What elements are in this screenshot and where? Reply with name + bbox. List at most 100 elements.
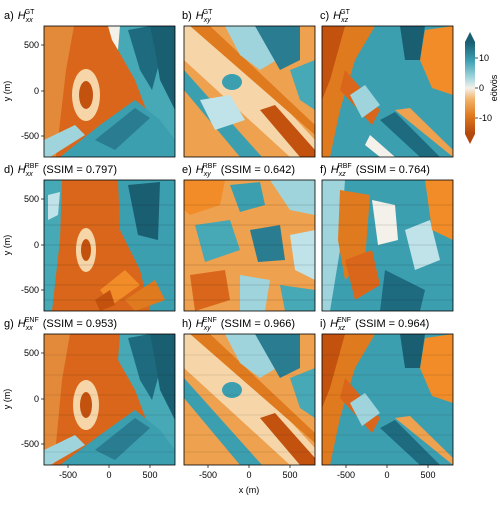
panel-c bbox=[321, 25, 454, 158]
panel-g bbox=[43, 333, 176, 466]
colorbar-tick-label: -10 bbox=[479, 113, 492, 123]
panel-c-letter: c) bbox=[320, 10, 329, 22]
y-tick-label: 500 bbox=[24, 194, 39, 204]
panel-f-scan-lines bbox=[322, 204, 453, 301]
y-tick-label: 0 bbox=[34, 86, 39, 96]
panel-a bbox=[43, 25, 176, 158]
panel-i-scan-lines bbox=[322, 354, 453, 453]
panel-h-ssim: (SSIM = 0.966) bbox=[221, 318, 295, 330]
panel-g-frame bbox=[43, 333, 176, 466]
panel-d-title: d) HxxRBF (SSIM = 0.797) bbox=[4, 163, 117, 178]
panel-d-ssim: (SSIM = 0.797) bbox=[43, 164, 117, 176]
panel-e-scan-lines bbox=[184, 204, 315, 301]
panel-e-letter: e) bbox=[182, 164, 192, 176]
y-tick-label: -500 bbox=[21, 131, 39, 141]
panel-a-sub: xx bbox=[25, 17, 34, 24]
colorbar-tick-label: 0 bbox=[479, 83, 484, 93]
y-tick-label: 500 bbox=[24, 348, 39, 358]
panel-a-title: a) HxxGT bbox=[4, 9, 35, 24]
panel-a-h: H bbox=[18, 10, 26, 22]
y-axis-label-row-3: y (m) bbox=[2, 389, 12, 410]
panel-b-map bbox=[184, 26, 315, 157]
y-tick-label: -500 bbox=[21, 285, 39, 295]
panel-g-letter: g) bbox=[4, 318, 14, 330]
panel-h-frame bbox=[183, 333, 316, 466]
panel-b bbox=[183, 25, 316, 158]
panel-a-frame bbox=[43, 25, 176, 158]
colorbar-label: eötvös bbox=[489, 74, 499, 101]
x-tick-label: 0 bbox=[106, 470, 111, 480]
x-tick-label: 500 bbox=[142, 470, 157, 480]
x-tick-label: -500 bbox=[337, 470, 355, 480]
panel-h bbox=[183, 333, 316, 466]
panel-c-title: c) HxzGT bbox=[320, 9, 351, 24]
panel-d-frame bbox=[43, 179, 176, 312]
panel-g-h: H bbox=[18, 318, 26, 330]
panel-a-map bbox=[44, 26, 175, 157]
panel-f-frame bbox=[321, 179, 454, 312]
panel-b-frame bbox=[183, 25, 316, 158]
panel-e-frame bbox=[183, 179, 316, 312]
x-tick-label: 500 bbox=[282, 470, 297, 480]
panel-d-map bbox=[44, 180, 175, 311]
y-axis-row-2: 500 0 -500 bbox=[21, 194, 44, 295]
y-axis-label-row-2: y (m) bbox=[2, 235, 12, 256]
colorbar-bottom-arrow bbox=[465, 134, 475, 144]
y-tick-label: 500 bbox=[24, 40, 39, 50]
panel-f-sup: RBF bbox=[338, 163, 352, 170]
y-axis-row-3: 500 0 -500 bbox=[21, 348, 44, 449]
panel-c-sub: xz bbox=[340, 17, 349, 24]
y-axis-label-row-1: y (m) bbox=[2, 81, 12, 102]
panel-e bbox=[183, 179, 316, 312]
panel-b-letter: b) bbox=[182, 10, 192, 22]
y-axis-row-1: 500 0 -500 bbox=[21, 40, 44, 141]
panel-i-h: H bbox=[330, 318, 338, 330]
panel-e-sup: RBF bbox=[203, 163, 217, 170]
panel-g-map bbox=[44, 334, 175, 465]
x-tick-label: 0 bbox=[384, 470, 389, 480]
panel-i-title: i) HxzENF (SSIM = 0.964) bbox=[320, 317, 429, 332]
panel-g-ssim: (SSIM = 0.953) bbox=[43, 318, 117, 330]
panel-e-map bbox=[184, 180, 315, 311]
panel-h-map bbox=[184, 334, 315, 465]
panel-g-scan-lines bbox=[44, 354, 175, 453]
panel-f-h: H bbox=[331, 164, 339, 176]
x-axis-col-2: -500 0 500 bbox=[199, 465, 298, 480]
panel-i-sup: ENF bbox=[337, 317, 351, 324]
y-tick-label: 0 bbox=[34, 394, 39, 404]
panel-g-sup: ENF bbox=[25, 317, 39, 324]
colorbar-top-arrow bbox=[465, 32, 475, 42]
panel-g-sub: xx bbox=[25, 325, 34, 332]
panel-c-h: H bbox=[333, 10, 341, 22]
panel-i-ssim: (SSIM = 0.964) bbox=[355, 318, 429, 330]
panel-h-scan-lines bbox=[184, 354, 315, 453]
panel-b-h: H bbox=[196, 10, 204, 22]
panel-f-letter: f) bbox=[320, 164, 327, 176]
panel-e-sub: xy bbox=[203, 171, 212, 178]
panel-h-sup: ENF bbox=[203, 317, 217, 324]
panel-b-sub: xy bbox=[203, 17, 212, 24]
panel-b-sup: GT bbox=[203, 9, 213, 16]
y-tick-label: 0 bbox=[34, 240, 39, 250]
panel-a-sup: GT bbox=[25, 9, 35, 16]
panel-d-h: H bbox=[18, 164, 26, 176]
panel-f-ssim: (SSIM = 0.764) bbox=[356, 164, 430, 176]
colorbar-gradient bbox=[465, 42, 475, 134]
panel-c-frame bbox=[321, 25, 454, 158]
panel-h-sub: xy bbox=[203, 325, 212, 332]
x-tick-label: -500 bbox=[199, 470, 217, 480]
panel-i-map bbox=[322, 334, 453, 465]
x-tick-label: 0 bbox=[246, 470, 251, 480]
panel-i-frame bbox=[321, 333, 454, 466]
panel-c-sup: GT bbox=[340, 9, 350, 16]
x-tick-label: -500 bbox=[59, 470, 77, 480]
x-axis-col-1: -500 0 500 bbox=[59, 465, 158, 480]
panel-c-map bbox=[322, 26, 453, 157]
panel-g-title: g) HxxENF (SSIM = 0.953) bbox=[4, 317, 117, 332]
x-tick-label: 500 bbox=[420, 470, 435, 480]
panel-a-letter: a) bbox=[4, 10, 14, 22]
colorbar: 10 0 -10 eötvös bbox=[465, 32, 499, 144]
panel-i-letter: i) bbox=[320, 318, 326, 330]
y-tick-label: -500 bbox=[21, 439, 39, 449]
